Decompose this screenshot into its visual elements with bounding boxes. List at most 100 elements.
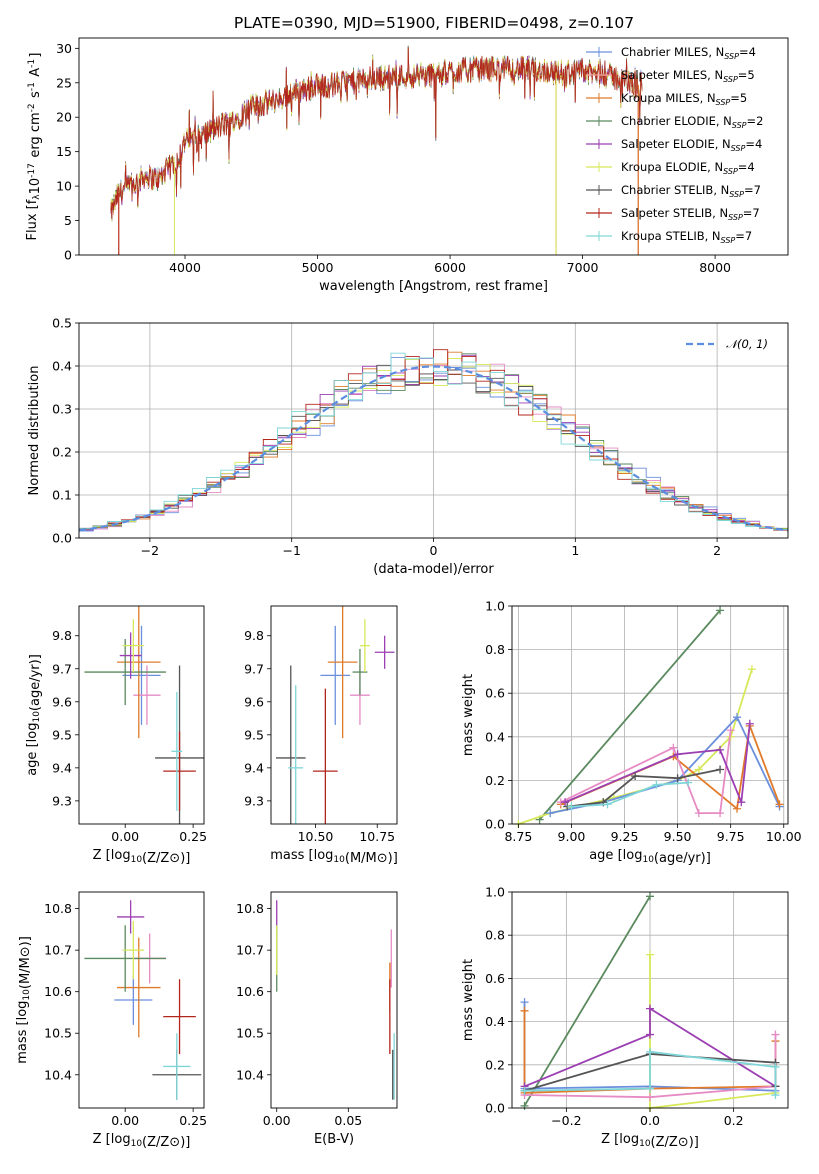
x-tick-label: 9.50 bbox=[664, 829, 692, 844]
errorbar-point-9 bbox=[163, 1033, 191, 1100]
legend-label: 𝒩(0, 1) bbox=[726, 337, 768, 351]
x-axis-label: E(B-V) bbox=[314, 1132, 354, 1147]
x-tick-label: −0.2 bbox=[551, 1113, 581, 1128]
y-tick-label: 9.3 bbox=[244, 793, 264, 808]
mass-weight-marker bbox=[673, 750, 682, 759]
y-tick-label: 0 bbox=[64, 248, 72, 263]
y-axis-label: mass weight bbox=[461, 959, 476, 1041]
y-tick-label: 9.7 bbox=[244, 661, 264, 676]
y-tick-label: 10.6 bbox=[236, 984, 264, 999]
axes-frame bbox=[78, 605, 205, 825]
y-axis-label: age [log10(age/yr)] bbox=[25, 654, 43, 776]
mass-weight-marker bbox=[716, 745, 725, 754]
spectrum-panel: 4000 5000 6000 7000 8000 0 5 10 15 20 25 30 waveleng… bbox=[25, 37, 789, 294]
mass-weight-marker bbox=[646, 950, 654, 959]
x-tick-label: 5000 bbox=[302, 260, 334, 275]
y-tick-label: 10.8 bbox=[236, 901, 264, 916]
x-tick-label: 9.75 bbox=[717, 829, 745, 844]
errorbar-point-9 bbox=[288, 685, 304, 824]
y-tick-label: 0.3 bbox=[52, 402, 72, 417]
x-axis-label: Z [log10(Z/Z⊙)] bbox=[601, 1132, 699, 1150]
errorbar-point-6 bbox=[122, 619, 145, 673]
mass-weight-line bbox=[538, 609, 721, 821]
y-tick-label: 0.0 bbox=[485, 817, 505, 832]
axes-frame bbox=[78, 891, 205, 1109]
plot-area bbox=[84, 900, 202, 1100]
mass-weight-marker bbox=[546, 809, 555, 818]
mass-weight-marker bbox=[726, 726, 735, 735]
mass-weight-series-1 bbox=[520, 892, 654, 1110]
mass-weight-line bbox=[523, 895, 651, 1107]
mass-weight-vs-age-panel: 8.75 9.00 9.25 9.50 9.75 10.00 0.0 0.2 0.4 0.6 0.8… bbox=[461, 599, 802, 867]
x-tick-label: 0.05 bbox=[334, 1113, 362, 1128]
spectrum-legend: Chabrier MILES, NSSP=4 Salpeter MILES, NS… bbox=[586, 45, 763, 245]
mass-weight-series-6 bbox=[520, 1004, 780, 1091]
mass-weight-series-3 bbox=[546, 713, 784, 818]
mass-weight-marker bbox=[716, 606, 725, 615]
legend-label: Chabrier MILES, NSSP=4 bbox=[621, 45, 756, 61]
y-tick-label: 1.0 bbox=[485, 885, 505, 900]
errorbar-point-8 bbox=[163, 731, 196, 811]
mass-weight-series-8 bbox=[520, 1047, 780, 1100]
errorbar-point-1 bbox=[320, 625, 351, 725]
y-tick-label: 0.2 bbox=[485, 773, 505, 788]
legend-label: Salpeter ELODIE, NSSP=4 bbox=[621, 137, 762, 153]
x-tick-label: 7000 bbox=[567, 260, 599, 275]
mass-weight-marker bbox=[561, 798, 570, 807]
x-tick-label: 9.00 bbox=[558, 829, 586, 844]
axes: 0.00 0.25 9.3 9.4 9.5 9.6 9.7 9.8 Z [log10(Z/Z⊙)… bbox=[25, 605, 207, 866]
y-tick-label: 9.5 bbox=[52, 727, 72, 742]
y-tick-label: 10.7 bbox=[236, 943, 264, 958]
y-tick-label: 9.8 bbox=[52, 628, 72, 643]
mass-weight-marker bbox=[646, 1084, 654, 1093]
x-tick-label: 10.00 bbox=[766, 829, 802, 844]
mass-weight-marker bbox=[771, 1030, 780, 1039]
y-tick-label: 0.4 bbox=[485, 1014, 505, 1029]
mass-weight-marker bbox=[694, 765, 703, 774]
plot-area bbox=[520, 892, 780, 1112]
x-axis-label: mass [log10(M/M⊙)] bbox=[270, 848, 398, 866]
errorbar-point-3 bbox=[117, 937, 161, 1038]
y-tick-label: 0.8 bbox=[485, 928, 505, 943]
x-tick-label: 0.0 bbox=[640, 1113, 660, 1128]
mass-weight-marker bbox=[716, 809, 725, 818]
spectrum-line-8 bbox=[110, 47, 643, 220]
mass-weight-vs-metallicity-panel: −0.2 0.0 0.2 0.0 0.2 0.4 0.6 0.8 1.0 Z [log10(Z/Z… bbox=[461, 885, 789, 1150]
y-tick-label: 20 bbox=[56, 110, 72, 125]
mass-weight-marker bbox=[520, 1101, 529, 1110]
y-tick-label: 25 bbox=[56, 75, 72, 90]
axes-frame bbox=[511, 605, 789, 825]
x-tick-label: 2 bbox=[713, 543, 721, 558]
mass-weight-marker bbox=[771, 1091, 780, 1100]
x-tick-label: 10.75 bbox=[359, 829, 395, 844]
axes: −0.2 0.0 0.2 0.0 0.2 0.4 0.6 0.8 1.0 Z [log10(Z/Z… bbox=[461, 885, 789, 1150]
y-tick-label: 10.4 bbox=[236, 1067, 264, 1082]
y-tick-label: 0.2 bbox=[52, 445, 72, 460]
y-tick-label: 9.5 bbox=[244, 727, 264, 742]
y-tick-label: 1.0 bbox=[485, 599, 505, 614]
errorbar-point-8 bbox=[313, 688, 338, 824]
x-tick-label: −2 bbox=[141, 543, 159, 558]
mass-weight-line bbox=[524, 1006, 776, 1088]
y-axis-label: mass [log10(M/M⊙)] bbox=[15, 936, 33, 1064]
y-tick-label: 9.4 bbox=[244, 760, 264, 775]
residual-histogram-panel: −2 −1 0 1 2 0.0 0.1 0.2 0.3 0.4 0.5 (data-model)/er… bbox=[27, 316, 789, 577]
mass-weight-marker bbox=[520, 1006, 529, 1015]
plot-area bbox=[110, 45, 643, 255]
x-axis-label: Z [log10(Z/Z⊙)] bbox=[93, 848, 191, 866]
x-tick-label: 0.2 bbox=[724, 1113, 744, 1128]
age-vs-metallicity-panel: 0.00 0.25 9.3 9.4 9.5 9.6 9.7 9.8 Z [log10(Z/Z⊙)… bbox=[25, 605, 207, 866]
y-axis-label: mass weight bbox=[461, 674, 476, 756]
x-tick-label: 0.00 bbox=[111, 1113, 139, 1128]
axes-frame bbox=[270, 891, 398, 1109]
mass-weight-marker bbox=[775, 800, 784, 809]
x-tick-label: −1 bbox=[282, 543, 300, 558]
mass-weight-marker bbox=[652, 780, 661, 789]
y-tick-label: 9.4 bbox=[52, 760, 72, 775]
errorbar-point-9 bbox=[171, 691, 183, 811]
histogram-step-9 bbox=[79, 352, 788, 533]
y-tick-label: 0.6 bbox=[485, 686, 505, 701]
x-tick-label: 1 bbox=[571, 543, 579, 558]
y-tick-label: 0.4 bbox=[52, 359, 72, 374]
